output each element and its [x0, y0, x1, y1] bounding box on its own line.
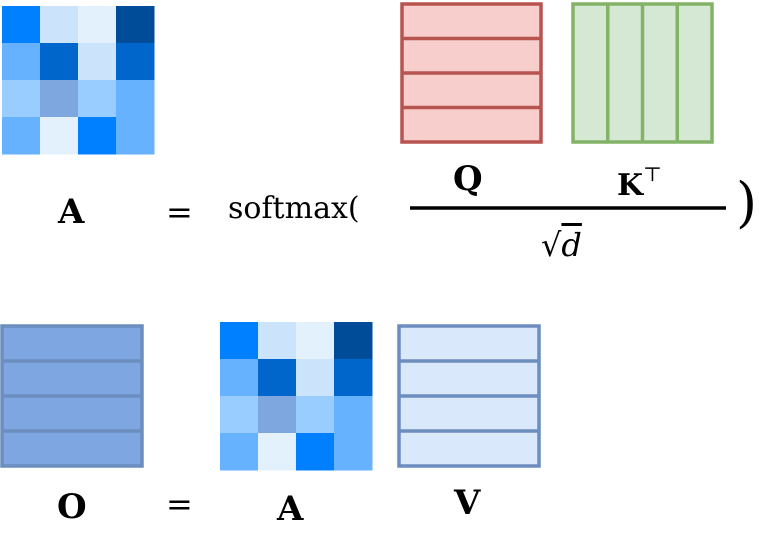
o-matrix	[0, 324, 144, 468]
q-label: Q	[453, 159, 483, 199]
softmax-function: softmax(	[228, 191, 360, 226]
attention-cell	[334, 359, 373, 397]
attention-cell	[40, 6, 79, 44]
attention-cell	[296, 433, 335, 471]
k-transpose-matrix	[571, 2, 714, 144]
attention-cell	[2, 80, 41, 118]
transpose-symbol: ⊤	[643, 162, 662, 186]
values-label-v: V	[454, 483, 481, 523]
close-paren: )	[736, 171, 758, 234]
sqrt-d: √d	[541, 229, 582, 261]
attention-cell	[116, 80, 155, 118]
k-label: K⊤	[617, 164, 662, 201]
attention-cell	[40, 80, 79, 118]
attention-cell	[78, 80, 117, 118]
attention-cell	[258, 359, 297, 397]
attention-cell	[40, 43, 79, 81]
q-matrix	[400, 2, 543, 144]
attention-cell	[116, 43, 155, 81]
attention-label-a-bottom: A	[277, 489, 304, 529]
attention-cell	[334, 396, 373, 434]
dimension-d: d	[561, 226, 582, 264]
attention-cell	[296, 322, 335, 360]
attention-cell	[2, 43, 41, 81]
attention-cell	[40, 117, 79, 155]
attention-cell	[78, 6, 117, 44]
attention-cell	[220, 322, 259, 360]
sqrt-icon: √	[541, 226, 562, 264]
attention-cell	[2, 117, 41, 155]
attention-cell	[296, 396, 335, 434]
attention-matrix-bottom	[220, 322, 373, 471]
attention-cell	[334, 433, 373, 471]
k-letter: K	[617, 168, 644, 203]
attention-cell	[220, 396, 259, 434]
attention-label-a: A	[58, 192, 85, 232]
attention-cell	[296, 359, 335, 397]
attention-cell	[2, 6, 41, 44]
attention-cell	[334, 322, 373, 360]
equals-sign-bottom: =	[166, 485, 193, 523]
attention-cell	[116, 6, 155, 44]
equals-sign-top: =	[166, 193, 193, 231]
attention-cell	[258, 433, 297, 471]
attention-matrix-top	[2, 6, 155, 155]
output-label-o: O	[57, 487, 87, 527]
v-matrix	[397, 324, 541, 468]
attention-cell	[78, 43, 117, 81]
attention-cell	[258, 396, 297, 434]
attention-cell	[220, 359, 259, 397]
attention-cell	[258, 322, 297, 360]
attention-cell	[78, 117, 117, 155]
attention-cell	[220, 433, 259, 471]
attention-cell	[116, 117, 155, 155]
